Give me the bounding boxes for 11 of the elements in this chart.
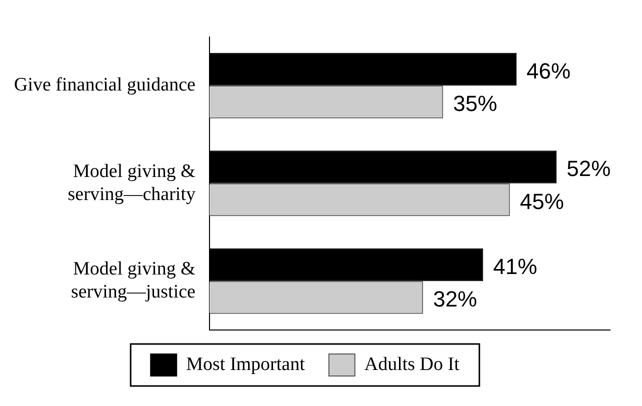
- data-label: 46%: [526, 58, 571, 84]
- y-tick-label: Model giving & serving—charity: [68, 160, 196, 205]
- legend-label: Adults Do It: [364, 354, 460, 375]
- y-tick-label: Give financial guidance: [14, 74, 196, 96]
- data-label: 45%: [520, 188, 564, 214]
- y-tick-label: Model giving & serving—justice: [70, 258, 196, 303]
- data-label: 35%: [453, 91, 498, 116]
- data-label: 41%: [493, 254, 538, 279]
- data-label: 52%: [566, 156, 611, 182]
- data-label: 32%: [433, 286, 478, 312]
- legend-label: Most Important: [186, 354, 306, 375]
